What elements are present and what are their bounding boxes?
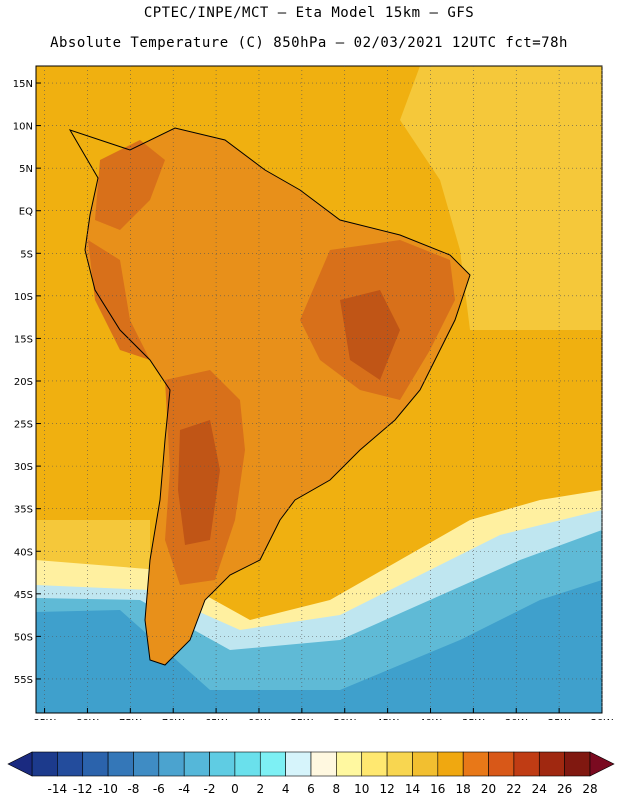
lon-tick-label: 25W [548,718,571,720]
lat-tick-label: 25S [14,420,33,431]
coastline [68,127,471,666]
lat-tick-label: EQ [19,207,33,218]
lat-tick-label: 10S [14,292,33,303]
colorbar-label: -6 [153,782,165,796]
colorbar-label: 20 [481,782,496,796]
colorbar-label: 4 [282,782,290,796]
ocean-mid-band [400,66,602,330]
colorbar-label: 2 [256,782,264,796]
lat-tick-label: 15N [13,79,33,90]
colorbar-boxes [31,751,591,777]
colorbar-label: 26 [557,782,572,796]
colorbar-label: -12 [73,782,93,796]
cold-region [36,580,602,713]
colorbar-label: -10 [98,782,118,796]
colorbar-box [386,751,413,777]
colorbar-high-arrow [589,751,615,777]
colorbar-box [285,751,312,777]
lon-tick-label: 70W [162,718,185,720]
colorbar-label: 16 [430,782,445,796]
lat-tick-label: 45S [14,590,33,601]
longitude-labels: 85W 80W 75W 70W 65W 60W 55W 50W 45W 40W 35W 30W 25W 2… [33,718,613,720]
colorbar-label: 12 [379,782,394,796]
colorbar-box [488,751,515,777]
lon-tick-label: 80W [76,718,99,720]
northern-hot-region [95,140,165,230]
colorbar-label: 10 [354,782,369,796]
map-frame [35,65,603,714]
colorbar-low-arrow [7,751,33,777]
colorbar-box [462,751,489,777]
lon-tick-label: 75W [119,718,142,720]
colorbar-box [361,751,388,777]
colorbar-label: 6 [307,782,315,796]
lat-tick-label: 40S [14,547,33,558]
colorbar-box [183,751,210,777]
colorbar-label: 8 [333,782,341,796]
colorbar-box [437,751,464,777]
colorbar-box [31,751,58,777]
graticule [36,66,603,713]
colorbar-label: -14 [48,782,68,796]
colorbar-label: 28 [582,782,597,796]
colorbar-label: 22 [506,782,521,796]
lat-tick-label: 30S [14,462,33,473]
lat-tick-label: 5S [20,249,33,260]
lon-tick-label: 30W [505,718,528,720]
colorbar-label: -2 [204,782,216,796]
chart-title-line1: CPTEC/INPE/MCT – Eta Model 15km – GFS [143,5,475,21]
lon-tick-label: 60W [248,718,271,720]
lat-tick-label: 35S [14,505,33,516]
colorbar-box [513,751,540,777]
lat-tick-label: 5N [19,164,33,175]
lat-tick-label: 55S [14,675,33,686]
colorbar-label: -8 [127,782,139,796]
colorbar-label: 14 [405,782,420,796]
map-field [36,66,602,713]
colorbar-box [259,751,286,777]
lat-tick-label: 20S [14,377,33,388]
colorbar-box [564,751,591,777]
lon-tick-label: 85W [33,718,56,720]
colorbar-box [538,751,565,777]
colorbar-label: 0 [231,782,239,796]
colorbar-box [412,751,439,777]
colorbar-box [57,751,84,777]
chart-title-line2: Absolute Temperature (C) 850hPa – 02/03/… [50,35,568,51]
lon-tick-label: 40W [419,718,442,720]
colorbar-box [336,751,363,777]
colorbar-box [209,751,236,777]
peru-hot-region [88,240,150,360]
lat-tick-label: 15S [14,334,33,345]
colorbar-label: 18 [456,782,471,796]
latitude-labels: 15N 10N 5N EQ 5S 10S 15S 20S 25S 30S 35S 40S 45S 50S 5… [13,79,33,686]
lat-tick-label: 10N [13,122,33,133]
lon-tick-label: 45W [376,718,399,720]
lon-tick-label: 35W [462,718,485,720]
colorbar-label: -4 [178,782,190,796]
colorbar-box [82,751,109,777]
colorbar-labels: -14 -12 -10 -8 -6 -4 -2 0 2 4 6 8 10 12 14 16 18 20 22 24 26… [48,782,598,796]
lon-tick-label: 55W [291,718,314,720]
colorbar-box [310,751,337,777]
colorbar-box [158,751,185,777]
lon-tick-label: 50W [333,718,356,720]
hottest-andes [178,420,220,545]
hottest-brazil [340,290,400,380]
colorbar-label: 24 [532,782,547,796]
lon-tick-label: 65W [205,718,228,720]
lat-tick-label: 50S [14,632,33,643]
colorbar-box [234,751,261,777]
colorbar-box [107,751,134,777]
temperature-map: 85W 80W 75W 70W 65W 60W 55W 50W 45W 40W 35W 30W 25W 2… [13,65,613,720]
lon-tick-label: 20W [591,718,614,720]
colorbar-box [133,751,160,777]
